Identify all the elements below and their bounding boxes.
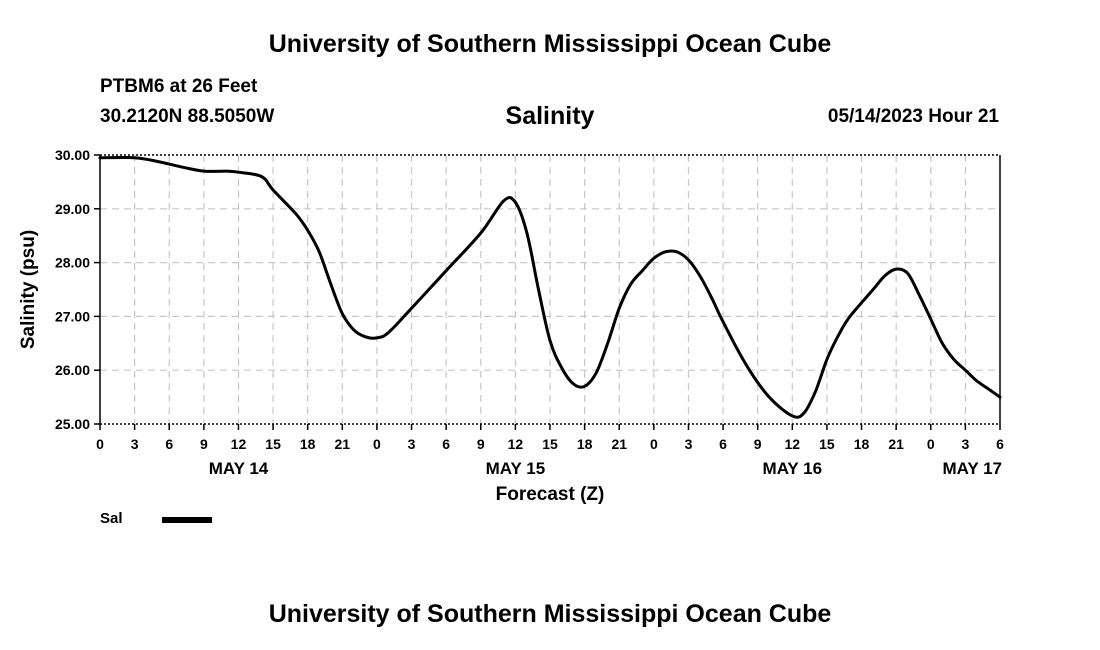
timestamp-label: 05/14/2023 Hour 21 — [827, 106, 999, 127]
x-tick-label: 18 — [577, 436, 593, 452]
x-tick-label: 3 — [408, 436, 416, 452]
x-tick-label: 0 — [373, 436, 381, 452]
x-tick-label: 6 — [996, 436, 1004, 452]
page-title: University of Southern Mississippi Ocean… — [268, 30, 832, 58]
y-tick-label: 28.00 — [55, 255, 90, 271]
x-tick-label: 12 — [231, 436, 247, 452]
footer-title: University of Southern Mississippi Ocean… — [268, 600, 832, 628]
x-tick-label: 12 — [508, 436, 524, 452]
x-tick-label: 0 — [650, 436, 658, 452]
x-tick-label: 3 — [685, 436, 693, 452]
x-tick-label: 15 — [265, 436, 281, 452]
coordinates-label: 30.2120N 88.5050W — [100, 106, 275, 127]
x-tick-label: 18 — [854, 436, 870, 452]
station-label: PTBM6 at 26 Feet — [100, 76, 258, 97]
x-tick-label: 3 — [961, 436, 969, 452]
date-label: MAY 16 — [763, 459, 823, 478]
legend-label: Sal — [100, 510, 123, 527]
x-tick-label: 15 — [819, 436, 835, 452]
chart-title: Salinity — [505, 102, 595, 130]
x-axis-title: Forecast (Z) — [496, 484, 605, 505]
date-label: MAY 14 — [209, 459, 269, 478]
x-tick-label: 12 — [785, 436, 801, 452]
date-label: MAY 15 — [486, 459, 546, 478]
y-tick-label: 29.00 — [55, 201, 90, 217]
x-tick-label: 6 — [719, 436, 727, 452]
x-tick-label: 6 — [442, 436, 450, 452]
x-tick-label: 9 — [200, 436, 208, 452]
x-tick-label: 21 — [611, 436, 627, 452]
y-tick-label: 26.00 — [55, 362, 90, 378]
legend-swatch — [162, 517, 212, 523]
x-tick-label: 3 — [131, 436, 139, 452]
x-tick-label: 15 — [542, 436, 558, 452]
x-tick-label: 18 — [300, 436, 316, 452]
x-tick-label: 21 — [335, 436, 351, 452]
x-tick-label: 0 — [96, 436, 104, 452]
y-axis-title: Salinity (psu) — [18, 230, 39, 349]
y-tick-label: 30.00 — [55, 147, 90, 163]
x-tick-label: 0 — [927, 436, 935, 452]
x-tick-label: 6 — [165, 436, 173, 452]
x-tick-label: 9 — [477, 436, 485, 452]
date-label: MAY 17 — [942, 459, 1002, 478]
y-tick-label: 25.00 — [55, 416, 90, 432]
x-tick-label: 9 — [754, 436, 762, 452]
x-tick-label: 21 — [888, 436, 904, 452]
y-tick-label: 27.00 — [55, 308, 90, 324]
series-line-sal — [98, 155, 1002, 419]
